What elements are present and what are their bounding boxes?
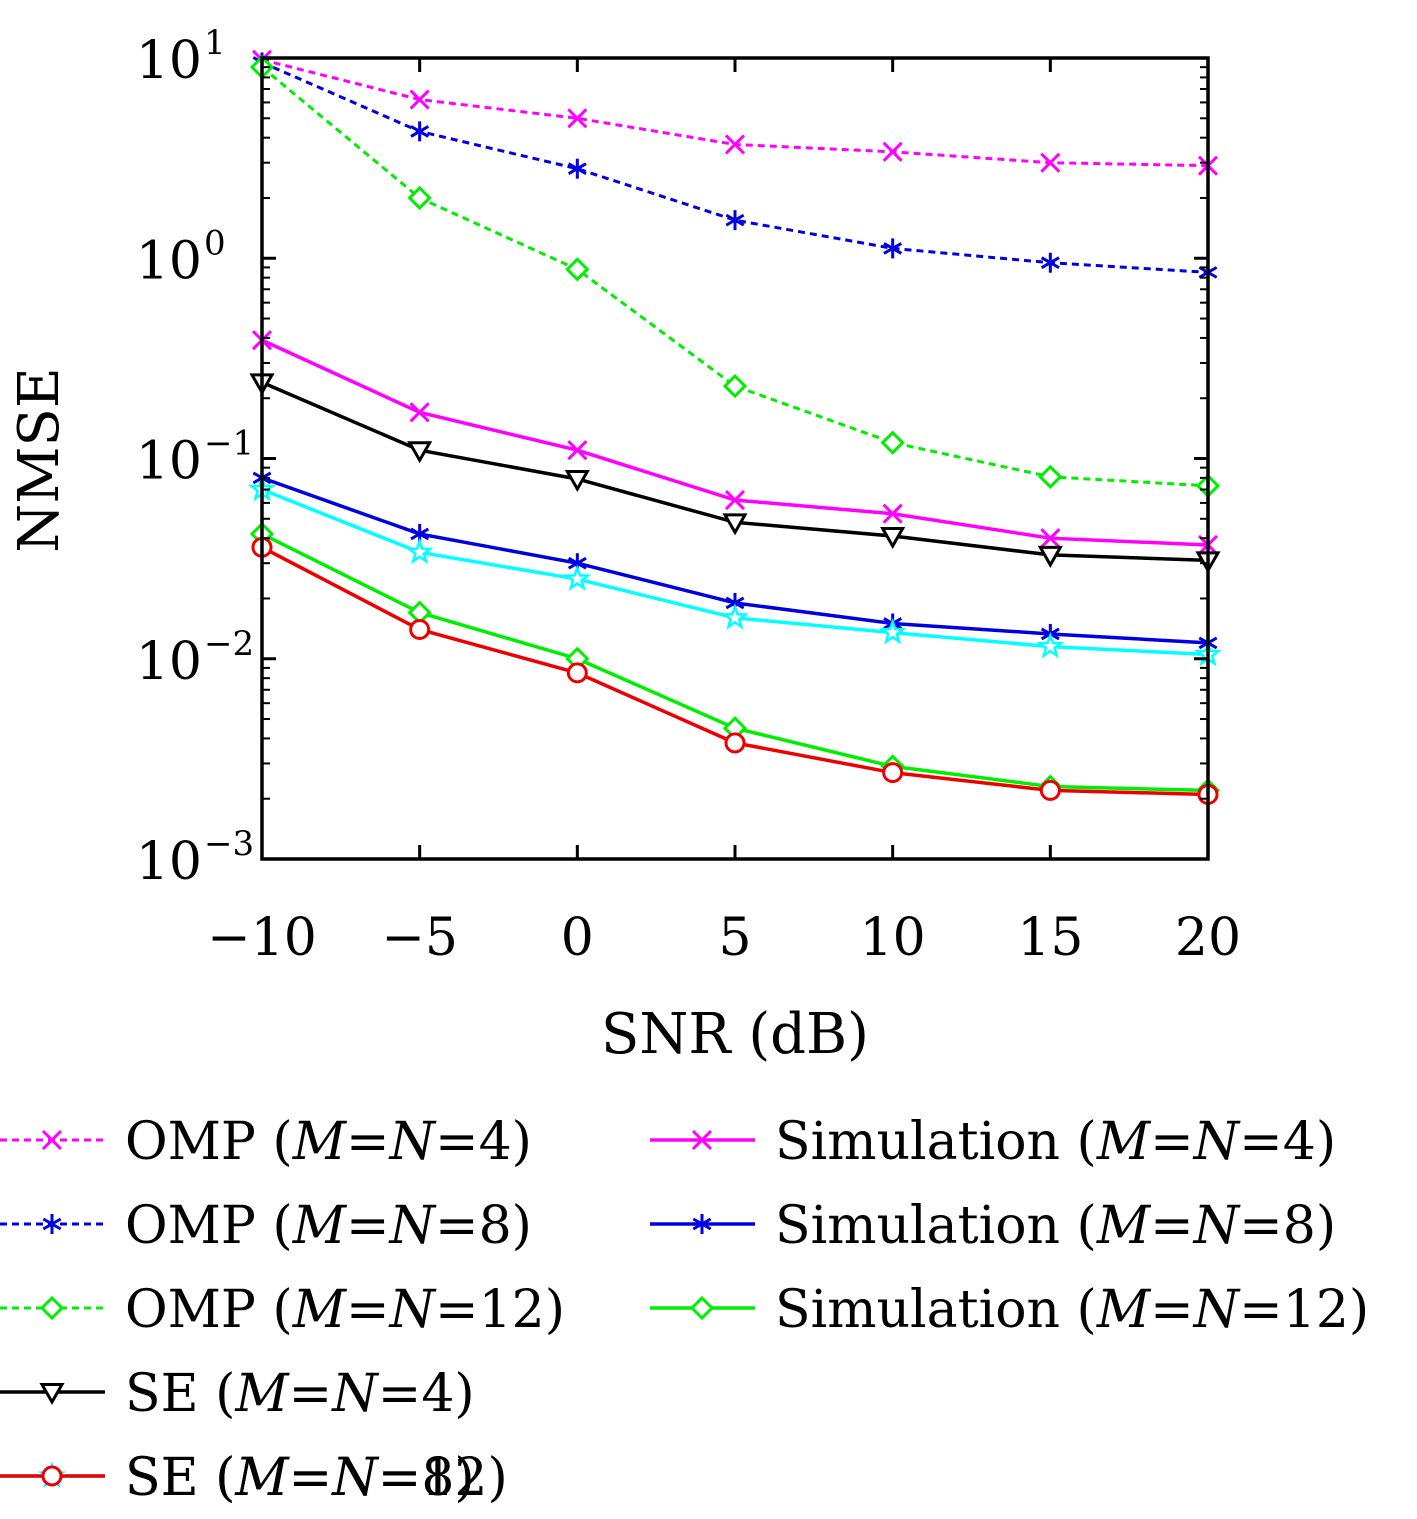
- data-point: [409, 89, 430, 110]
- legend-marker: [39, 1295, 65, 1321]
- data-point: [410, 121, 430, 142]
- x-tick-label: 10: [860, 908, 926, 968]
- series-7: [248, 474, 1222, 667]
- data-point: [883, 238, 903, 259]
- data-point: [563, 564, 592, 591]
- data-point: [1037, 545, 1063, 568]
- x-tick-label: −5: [381, 908, 458, 968]
- data-point: [567, 158, 587, 179]
- data-point: [878, 617, 907, 645]
- x-tick-label: 20: [1175, 908, 1241, 968]
- data-point: [1039, 779, 1061, 801]
- data-point: [725, 210, 745, 231]
- legend-marker: [691, 1129, 713, 1151]
- legend-label: Simulation (M=N=8): [775, 1196, 1336, 1256]
- legend-label: OMP (M=N=8): [125, 1196, 532, 1256]
- legend-marker: [41, 1129, 63, 1151]
- legend-entry: OMP (M=N=4): [0, 1112, 532, 1172]
- legend-label: OMP (M=N=4): [125, 1112, 532, 1172]
- series-line: [261, 66, 1209, 488]
- y-tick-label: 10: [136, 31, 202, 91]
- legend: OMP (M=N=4) Simulation (M=N=4) OMP (M=N=8)…: [0, 1112, 1369, 1508]
- x-tick-label: 0: [561, 908, 594, 968]
- legend-label: SE (M=N=12): [125, 1448, 508, 1508]
- series-2: [249, 55, 1221, 498]
- legend-label: OMP (M=N=12): [125, 1280, 565, 1340]
- legend-marker: [39, 1383, 65, 1406]
- series-5: [249, 521, 1221, 803]
- data-point: [409, 402, 430, 423]
- series-line: [261, 61, 1209, 274]
- legend-label: Simulation (M=N=4): [775, 1112, 1336, 1172]
- data-point: [407, 441, 433, 464]
- legend-entry: Simulation (M=N=4): [650, 1112, 1336, 1172]
- y-tick-exponent: −2: [204, 624, 254, 664]
- data-point: [1040, 528, 1061, 549]
- x-tick-label: −10: [207, 908, 317, 968]
- data-point: [724, 490, 746, 511]
- data-point: [407, 185, 432, 211]
- x-axis-title: SNR (dB): [601, 1002, 869, 1067]
- y-tick-exponent: 1: [204, 23, 226, 63]
- y-tick-label: 10: [136, 231, 202, 291]
- y-tick-exponent: 0: [204, 223, 226, 263]
- legend-entry: OMP (M=N=12): [0, 1280, 565, 1340]
- legend-entry: Simulation (M=N=8): [650, 1196, 1336, 1256]
- series-1: [252, 52, 1218, 283]
- data-point: [721, 603, 749, 630]
- y-tick-label: 10: [136, 832, 202, 892]
- series-line: [261, 545, 1209, 797]
- legend-marker: [689, 1295, 715, 1321]
- series-4: [252, 467, 1218, 653]
- data-point: [722, 373, 748, 399]
- series-line: [261, 58, 1209, 168]
- legend-marker: [692, 1214, 712, 1234]
- data-point: [1036, 631, 1065, 659]
- data-point: [567, 440, 588, 461]
- legend-marker: [42, 1214, 62, 1234]
- legend-label: Simulation (M=N=12): [775, 1280, 1369, 1340]
- y-tick-label: 10: [136, 632, 202, 692]
- data-point: [880, 430, 905, 455]
- data-point: [880, 527, 906, 550]
- data-point: [724, 134, 746, 155]
- data-point: [724, 732, 746, 754]
- y-tick-exponent: −3: [204, 824, 254, 864]
- series-8: [251, 536, 1219, 805]
- legend-entry: Simulation (M=N=12): [650, 1280, 1369, 1340]
- data-point: [566, 662, 588, 684]
- data-point: [722, 513, 748, 536]
- y-axis-title: NMSE: [7, 367, 72, 553]
- legend-label: SE (M=N=8): [125, 1448, 475, 1508]
- legend-label: SE (M=N=4): [125, 1364, 475, 1424]
- legend-entry: SE (M=N=4): [0, 1364, 475, 1424]
- series-6: [249, 373, 1221, 574]
- data-point: [567, 108, 588, 129]
- data-point: [1038, 464, 1063, 489]
- series-group: [248, 49, 1222, 805]
- y-tick-label: 10: [136, 432, 202, 492]
- legend-entry: SE (M=N=12): [0, 1448, 508, 1508]
- legend-marker: [41, 1465, 63, 1487]
- data-point: [882, 762, 904, 784]
- legend-entry: OMP (M=N=8): [0, 1196, 532, 1256]
- data-point: [1040, 152, 1061, 173]
- data-point: [564, 470, 590, 493]
- x-tick-label: 15: [1017, 908, 1083, 968]
- data-point: [405, 537, 434, 565]
- data-point: [882, 503, 903, 524]
- y-tick-exponent: −1: [204, 424, 254, 464]
- data-point: [1040, 252, 1060, 273]
- data-point: [409, 618, 431, 640]
- data-point: [565, 257, 590, 282]
- x-tick-label: 5: [718, 908, 751, 968]
- data-point: [882, 141, 903, 162]
